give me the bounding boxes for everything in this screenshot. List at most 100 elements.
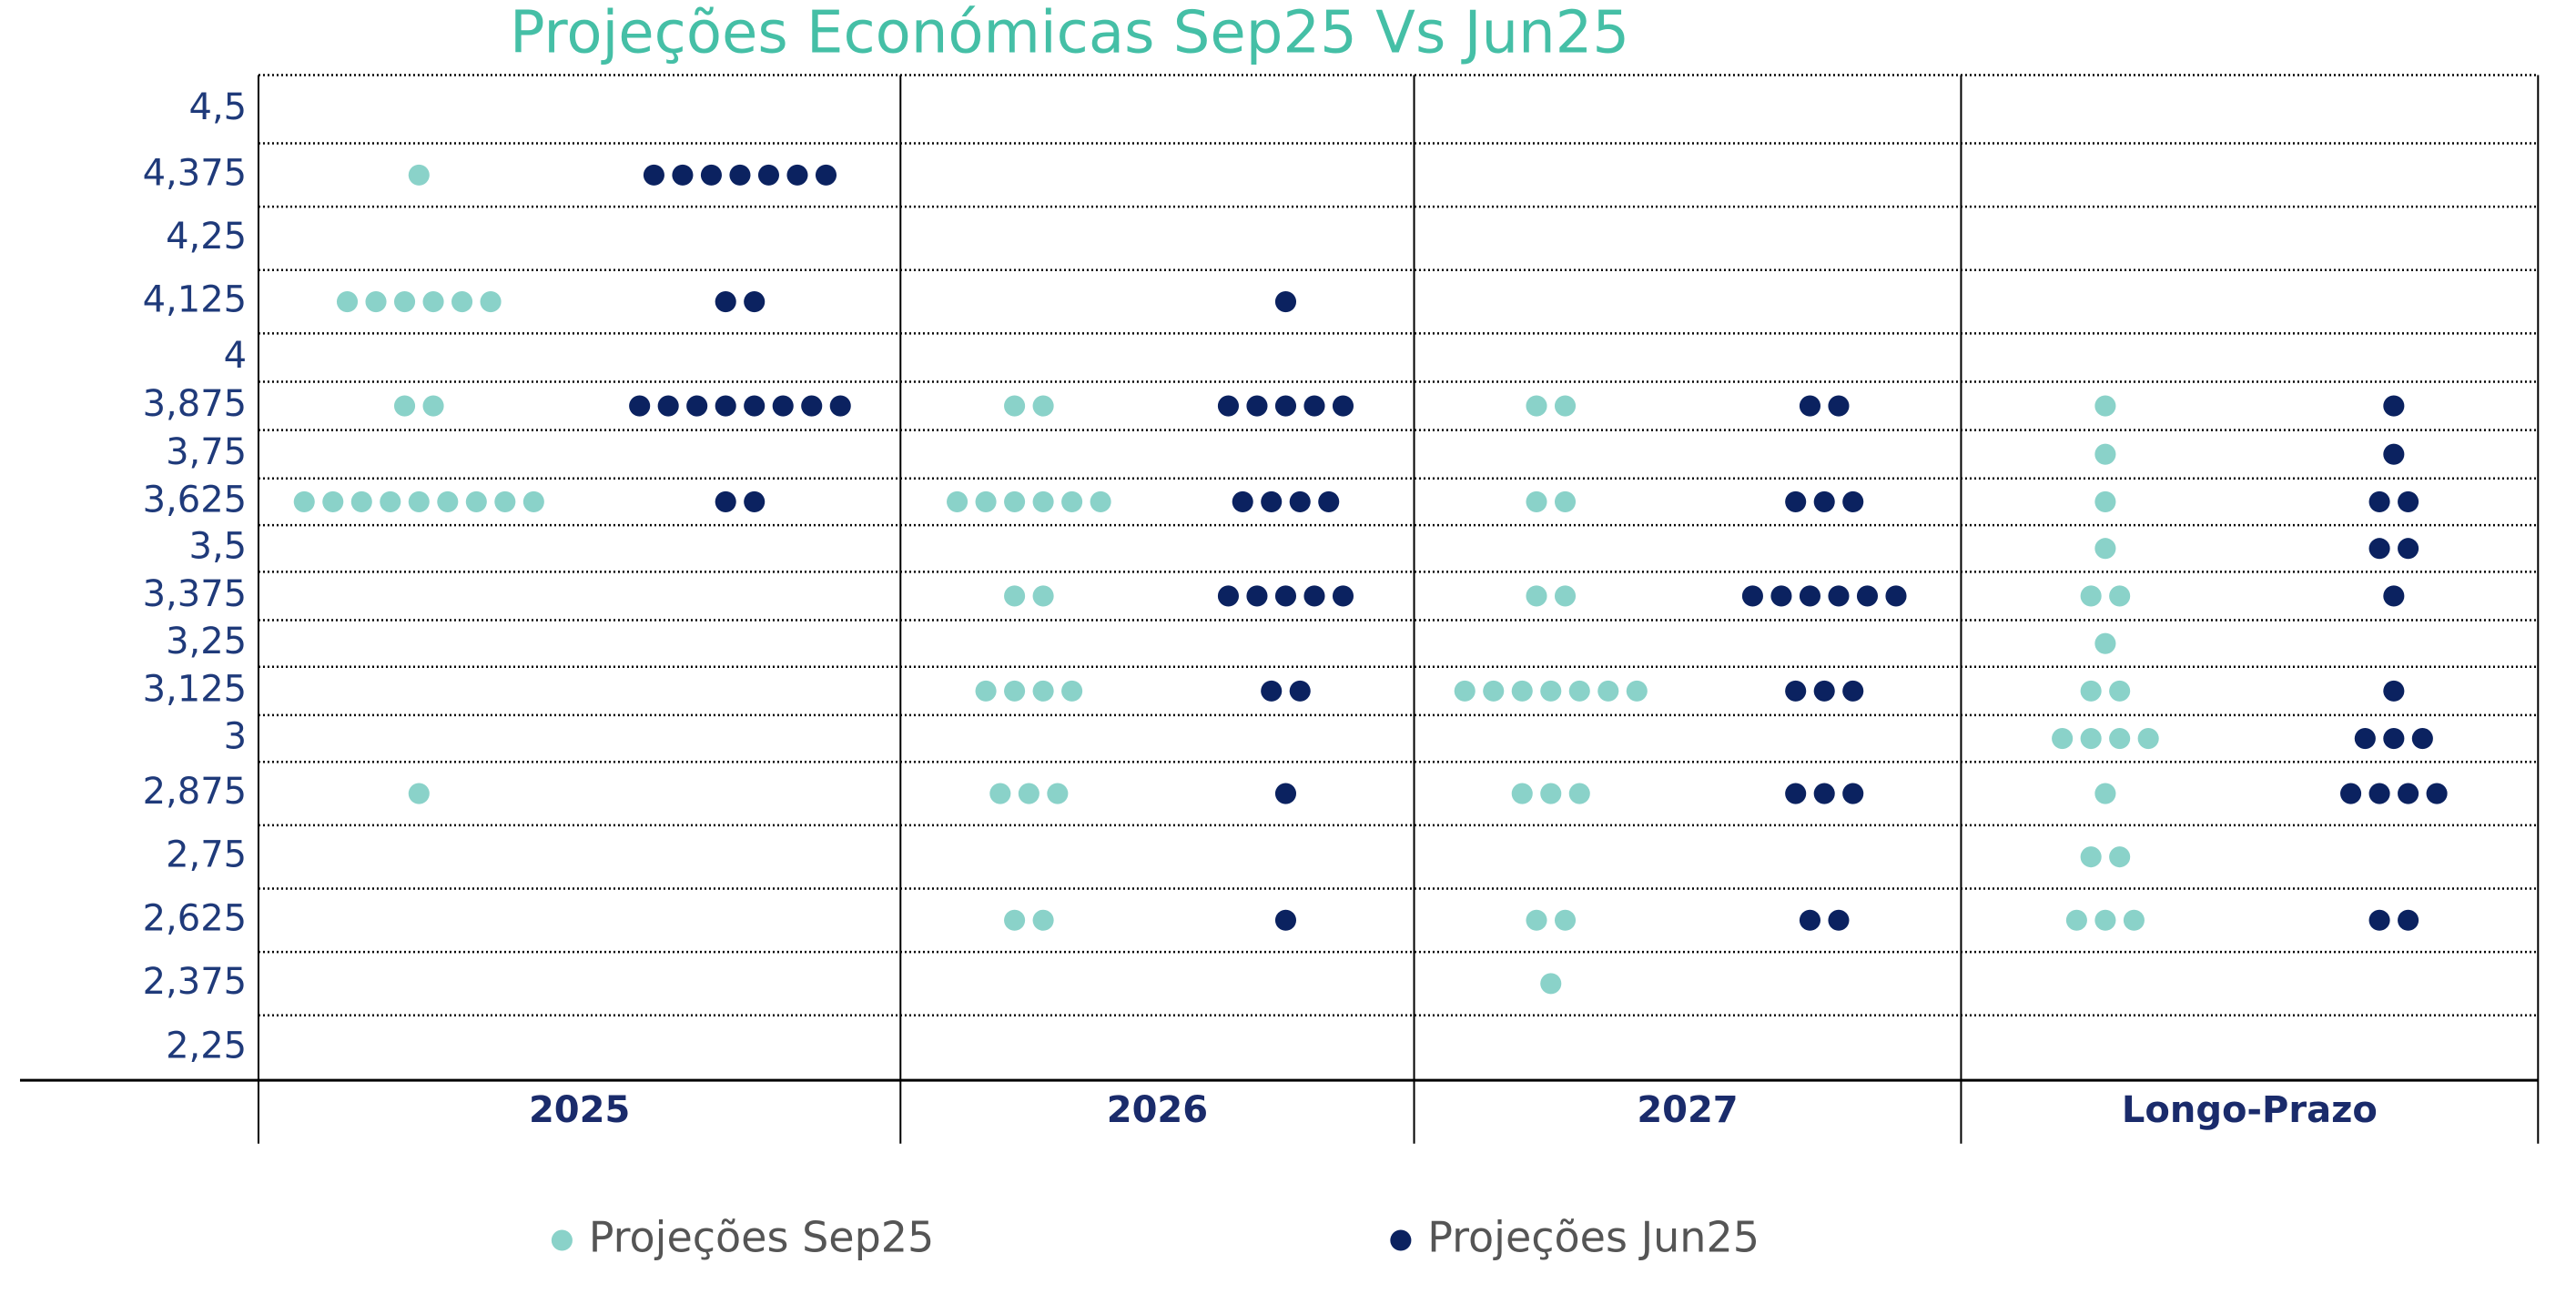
dot bbox=[1597, 680, 1619, 702]
dot bbox=[1626, 680, 1648, 702]
dot bbox=[2383, 395, 2405, 417]
dot bbox=[2383, 728, 2405, 750]
dot bbox=[643, 164, 664, 186]
dot bbox=[2383, 443, 2405, 465]
dot bbox=[1261, 680, 1283, 702]
legend-label: Projeções Jun25 bbox=[1427, 1213, 1760, 1262]
dot bbox=[1061, 490, 1083, 512]
dot bbox=[1047, 783, 1069, 804]
dot bbox=[1554, 585, 1577, 607]
dot bbox=[1483, 680, 1505, 702]
dot bbox=[2109, 846, 2131, 868]
y-tick-label: 4,25 bbox=[166, 216, 247, 258]
dot bbox=[829, 395, 851, 417]
dot bbox=[1090, 490, 1111, 512]
dot bbox=[1454, 680, 1476, 702]
dot bbox=[465, 490, 487, 512]
dot bbox=[1741, 585, 1763, 607]
dot bbox=[393, 395, 416, 417]
dot bbox=[1540, 973, 1562, 995]
legend-label: Projeções Sep25 bbox=[589, 1213, 935, 1262]
dot bbox=[350, 490, 372, 512]
dot bbox=[1568, 783, 1590, 804]
dot bbox=[1554, 395, 1577, 417]
dot bbox=[2109, 728, 2131, 750]
dot bbox=[422, 395, 444, 417]
y-tick-label: 4,375 bbox=[143, 152, 248, 194]
dot bbox=[629, 395, 651, 417]
dot bbox=[393, 291, 416, 313]
dot bbox=[2411, 728, 2433, 750]
dot bbox=[975, 680, 997, 702]
dot bbox=[1274, 783, 1297, 804]
dot bbox=[2109, 585, 2131, 607]
dot bbox=[1526, 490, 1547, 512]
dot bbox=[2383, 680, 2405, 702]
dot bbox=[2368, 490, 2390, 512]
x-tick-label: Longo-Prazo bbox=[2122, 1089, 2378, 1131]
dot bbox=[1511, 680, 1533, 702]
dot bbox=[2398, 783, 2419, 804]
dot bbox=[1004, 395, 1026, 417]
y-tick-label: 3,125 bbox=[143, 668, 248, 710]
dot bbox=[2094, 443, 2116, 465]
dot bbox=[1289, 680, 1311, 702]
dot bbox=[2052, 728, 2074, 750]
y-tick-label: 3,625 bbox=[143, 479, 248, 521]
dot bbox=[1770, 585, 1792, 607]
dot bbox=[1828, 585, 1850, 607]
dot bbox=[422, 291, 444, 313]
y-tick-label: 2,25 bbox=[166, 1025, 247, 1066]
dot bbox=[1785, 680, 1807, 702]
dot bbox=[2094, 490, 2116, 512]
dot bbox=[2398, 909, 2419, 931]
dot bbox=[657, 395, 679, 417]
y-tick-label: 4 bbox=[224, 335, 247, 377]
dot bbox=[1004, 680, 1026, 702]
dot bbox=[801, 395, 823, 417]
dot bbox=[1785, 490, 1807, 512]
dot bbox=[744, 395, 766, 417]
dot bbox=[2094, 538, 2116, 560]
dot bbox=[744, 291, 766, 313]
dot bbox=[2094, 783, 2116, 804]
dot bbox=[757, 164, 780, 186]
dot bbox=[1526, 909, 1547, 931]
dot bbox=[1842, 783, 1864, 804]
dot bbox=[1004, 909, 1026, 931]
dot bbox=[2398, 538, 2419, 560]
y-tick-label: 2,375 bbox=[143, 961, 248, 1003]
dot bbox=[408, 164, 430, 186]
dot bbox=[815, 164, 837, 186]
dot bbox=[1274, 909, 1297, 931]
x-tick-label: 2025 bbox=[529, 1089, 630, 1131]
dot bbox=[1885, 585, 1907, 607]
dot bbox=[1785, 783, 1807, 804]
dot bbox=[293, 490, 315, 512]
dot bbox=[2080, 585, 2102, 607]
dot bbox=[2094, 395, 2116, 417]
y-tick-label: 3 bbox=[224, 716, 247, 758]
dot bbox=[2065, 909, 2087, 931]
dot bbox=[1061, 680, 1083, 702]
dot bbox=[672, 164, 694, 186]
dot bbox=[1540, 783, 1562, 804]
y-tick-label: 3,25 bbox=[166, 621, 247, 662]
dot bbox=[2137, 728, 2159, 750]
legend-marker bbox=[1390, 1229, 1412, 1251]
dot bbox=[2368, 909, 2390, 931]
dot bbox=[2368, 538, 2390, 560]
dot bbox=[715, 395, 736, 417]
y-tick-label: 4,125 bbox=[143, 279, 248, 321]
y-tick-label: 3,75 bbox=[166, 431, 247, 473]
dot bbox=[1540, 680, 1562, 702]
dot bbox=[322, 490, 344, 512]
dot bbox=[2426, 783, 2448, 804]
dot bbox=[1032, 680, 1054, 702]
dot bbox=[437, 490, 459, 512]
dot bbox=[715, 291, 736, 313]
dot bbox=[408, 783, 430, 804]
dot bbox=[1799, 585, 1820, 607]
dot bbox=[1799, 909, 1820, 931]
dot bbox=[1217, 585, 1239, 607]
